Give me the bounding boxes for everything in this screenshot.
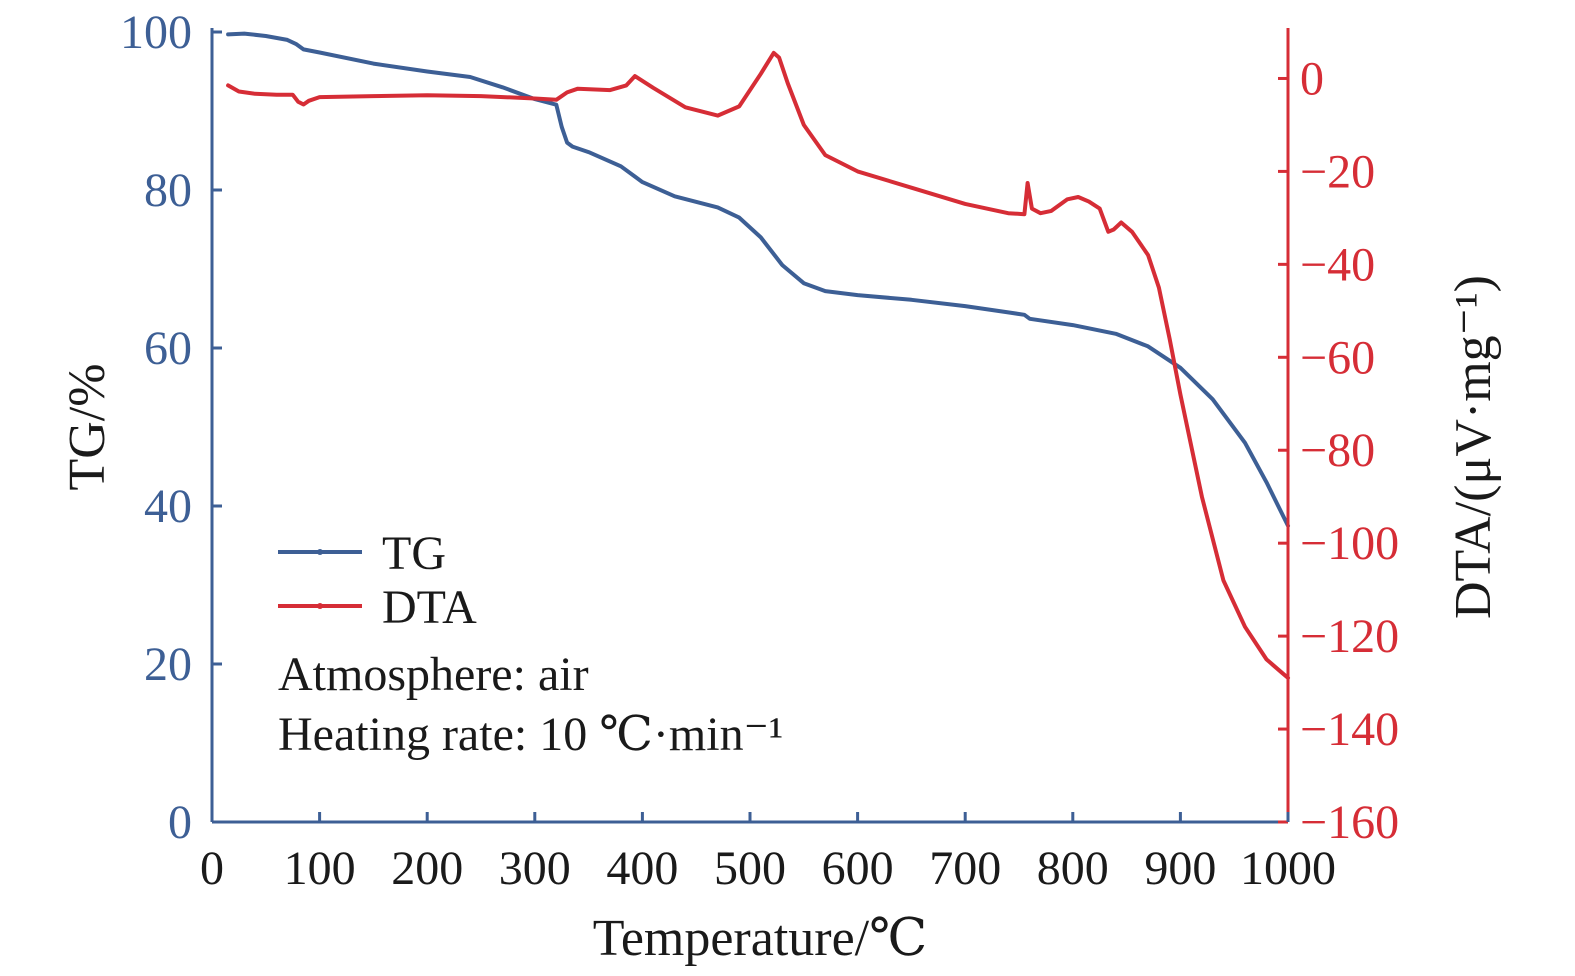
right-tick-label: 0: [1300, 52, 1324, 105]
x-axis-title: Temperature/℃: [593, 910, 928, 967]
x-tick-label: 700: [929, 842, 1001, 895]
left-tick-label: 80: [144, 164, 192, 217]
left-tick-label: 0: [168, 796, 192, 849]
annotation-line: Heating rate: 10 ℃·min⁻¹: [278, 708, 783, 761]
right-tick-label: −20: [1300, 145, 1375, 198]
x-tick-label: 400: [606, 842, 678, 895]
annotation-line: Atmosphere: air: [278, 648, 589, 701]
legend-marker-dta: [317, 603, 323, 609]
left-tick-label: 60: [144, 322, 192, 375]
series-line-tg: [226, 31, 1290, 528]
x-tick-label: 600: [822, 842, 894, 895]
x-tick-label: 100: [284, 842, 356, 895]
left-axis-title: TG/%: [59, 363, 116, 490]
right-tick-label: −40: [1300, 238, 1375, 291]
legend-marker-tg: [317, 549, 323, 555]
axes: 0 20 40 60 80 100 −160 −140 −120 −100 −80 −60 −40 −20…: [59, 6, 1502, 967]
right-tick-label: −100: [1300, 517, 1399, 570]
series-line-dta: [226, 50, 1290, 680]
right-tick-label: −80: [1300, 424, 1375, 477]
x-tick-label: 500: [714, 842, 786, 895]
x-tick-label: 200: [391, 842, 463, 895]
legend-label-tg: TG: [382, 527, 446, 580]
x-tick-label: 1000: [1240, 842, 1336, 895]
left-tick-label: 20: [144, 638, 192, 691]
x-tick-label: 900: [1144, 842, 1216, 895]
left-tick-label: 40: [144, 480, 192, 533]
plot-area: [226, 31, 1290, 680]
right-axis-title: DTA/(μV·mg⁻¹): [1445, 275, 1502, 619]
right-tick-label: −120: [1300, 610, 1399, 663]
x-tick-label: 800: [1037, 842, 1109, 895]
right-tick-label: −140: [1300, 703, 1399, 756]
x-tick-label: 300: [499, 842, 571, 895]
right-tick-label: −160: [1300, 796, 1399, 849]
right-tick-label: −60: [1300, 331, 1375, 384]
annotations: Atmosphere: air Heating rate: 10 ℃·min⁻¹: [278, 648, 783, 761]
left-tick-label: 100: [120, 6, 192, 59]
legend-label-dta: DTA: [382, 581, 477, 634]
x-tick-label: 0: [200, 842, 224, 895]
